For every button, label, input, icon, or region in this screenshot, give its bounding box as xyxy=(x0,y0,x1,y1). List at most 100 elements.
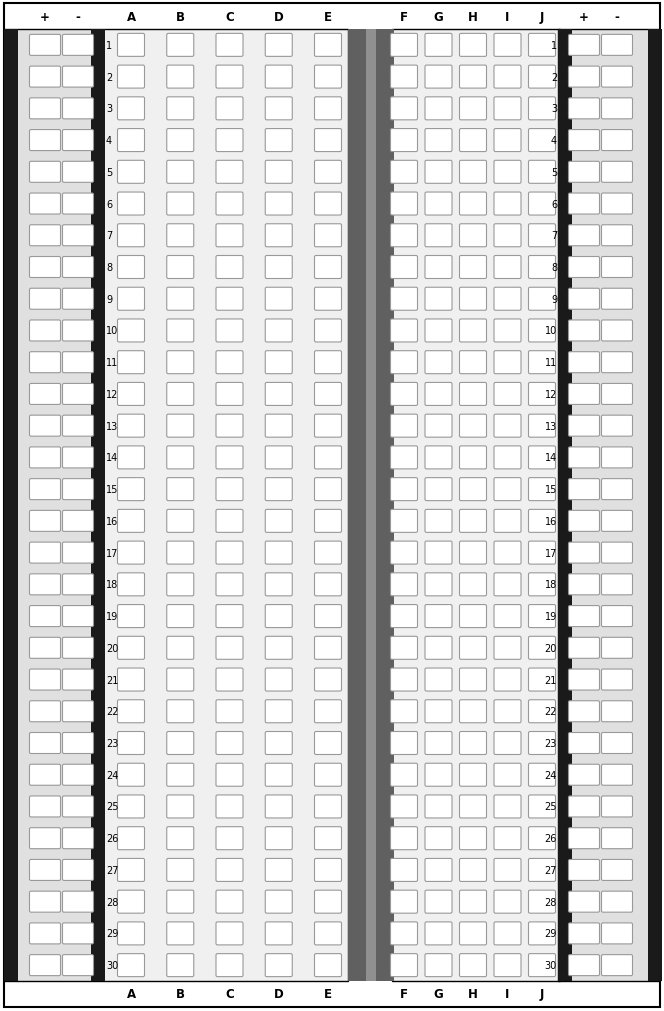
Text: 24: 24 xyxy=(544,770,557,779)
FancyBboxPatch shape xyxy=(167,352,194,374)
FancyBboxPatch shape xyxy=(167,319,194,343)
FancyBboxPatch shape xyxy=(265,891,292,913)
FancyBboxPatch shape xyxy=(425,319,452,343)
FancyBboxPatch shape xyxy=(118,193,145,215)
FancyBboxPatch shape xyxy=(459,352,487,374)
FancyBboxPatch shape xyxy=(390,193,418,215)
Text: 13: 13 xyxy=(544,422,557,432)
FancyBboxPatch shape xyxy=(568,162,600,183)
FancyBboxPatch shape xyxy=(568,320,600,342)
FancyBboxPatch shape xyxy=(459,447,487,469)
Bar xyxy=(91,30,105,981)
FancyBboxPatch shape xyxy=(29,923,60,944)
FancyBboxPatch shape xyxy=(390,700,418,723)
FancyBboxPatch shape xyxy=(265,732,292,755)
Bar xyxy=(648,30,662,981)
FancyBboxPatch shape xyxy=(425,415,452,438)
FancyBboxPatch shape xyxy=(29,543,60,563)
FancyBboxPatch shape xyxy=(390,415,418,438)
FancyBboxPatch shape xyxy=(390,352,418,374)
FancyBboxPatch shape xyxy=(602,606,633,627)
FancyBboxPatch shape xyxy=(167,224,194,248)
FancyBboxPatch shape xyxy=(315,732,341,755)
FancyBboxPatch shape xyxy=(62,543,94,563)
FancyBboxPatch shape xyxy=(62,669,94,691)
FancyBboxPatch shape xyxy=(62,511,94,532)
FancyBboxPatch shape xyxy=(529,319,556,343)
FancyBboxPatch shape xyxy=(529,763,556,787)
FancyBboxPatch shape xyxy=(62,35,94,57)
FancyBboxPatch shape xyxy=(315,763,341,787)
FancyBboxPatch shape xyxy=(29,130,60,152)
Text: 30: 30 xyxy=(106,960,118,971)
FancyBboxPatch shape xyxy=(29,448,60,468)
FancyBboxPatch shape xyxy=(494,922,521,945)
FancyBboxPatch shape xyxy=(459,763,487,787)
Text: G: G xyxy=(434,988,444,1001)
FancyBboxPatch shape xyxy=(459,415,487,438)
FancyBboxPatch shape xyxy=(62,701,94,722)
Bar xyxy=(4,30,103,981)
FancyBboxPatch shape xyxy=(529,573,556,596)
Text: 17: 17 xyxy=(106,548,118,558)
FancyBboxPatch shape xyxy=(29,733,60,754)
FancyBboxPatch shape xyxy=(602,954,633,976)
FancyBboxPatch shape xyxy=(167,161,194,184)
FancyBboxPatch shape xyxy=(216,827,243,850)
FancyBboxPatch shape xyxy=(602,225,633,247)
FancyBboxPatch shape xyxy=(62,289,94,310)
Text: 28: 28 xyxy=(106,897,118,907)
FancyBboxPatch shape xyxy=(118,858,145,882)
FancyBboxPatch shape xyxy=(216,352,243,374)
FancyBboxPatch shape xyxy=(494,383,521,406)
Text: 7: 7 xyxy=(106,232,112,241)
FancyBboxPatch shape xyxy=(459,891,487,913)
FancyBboxPatch shape xyxy=(459,224,487,248)
FancyBboxPatch shape xyxy=(602,638,633,658)
Text: J: J xyxy=(540,10,544,23)
Text: I: I xyxy=(505,10,510,23)
FancyBboxPatch shape xyxy=(494,827,521,850)
FancyBboxPatch shape xyxy=(459,66,487,89)
FancyBboxPatch shape xyxy=(602,35,633,57)
FancyBboxPatch shape xyxy=(529,34,556,58)
FancyBboxPatch shape xyxy=(390,732,418,755)
FancyBboxPatch shape xyxy=(459,700,487,723)
Text: 18: 18 xyxy=(106,579,118,589)
FancyBboxPatch shape xyxy=(265,700,292,723)
FancyBboxPatch shape xyxy=(265,827,292,850)
FancyBboxPatch shape xyxy=(315,447,341,469)
FancyBboxPatch shape xyxy=(29,606,60,627)
FancyBboxPatch shape xyxy=(390,319,418,343)
FancyBboxPatch shape xyxy=(602,669,633,691)
FancyBboxPatch shape xyxy=(602,289,633,310)
FancyBboxPatch shape xyxy=(568,859,600,881)
Text: 11: 11 xyxy=(106,358,118,368)
FancyBboxPatch shape xyxy=(568,733,600,754)
FancyBboxPatch shape xyxy=(390,161,418,184)
Text: B: B xyxy=(176,10,185,23)
Text: 19: 19 xyxy=(106,612,118,622)
FancyBboxPatch shape xyxy=(167,129,194,153)
FancyBboxPatch shape xyxy=(425,98,452,120)
FancyBboxPatch shape xyxy=(602,384,633,405)
FancyBboxPatch shape xyxy=(390,224,418,248)
FancyBboxPatch shape xyxy=(216,510,243,533)
FancyBboxPatch shape xyxy=(118,763,145,787)
FancyBboxPatch shape xyxy=(602,859,633,881)
FancyBboxPatch shape xyxy=(425,542,452,564)
Text: 5: 5 xyxy=(550,168,557,178)
FancyBboxPatch shape xyxy=(459,668,487,692)
FancyBboxPatch shape xyxy=(216,288,243,311)
FancyBboxPatch shape xyxy=(390,891,418,913)
FancyBboxPatch shape xyxy=(494,732,521,755)
FancyBboxPatch shape xyxy=(459,193,487,215)
FancyBboxPatch shape xyxy=(390,953,418,977)
FancyBboxPatch shape xyxy=(602,923,633,944)
Text: 11: 11 xyxy=(544,358,557,368)
FancyBboxPatch shape xyxy=(568,479,600,500)
Text: 10: 10 xyxy=(544,327,557,336)
Bar xyxy=(4,30,18,981)
FancyBboxPatch shape xyxy=(216,542,243,564)
Bar xyxy=(376,30,394,981)
